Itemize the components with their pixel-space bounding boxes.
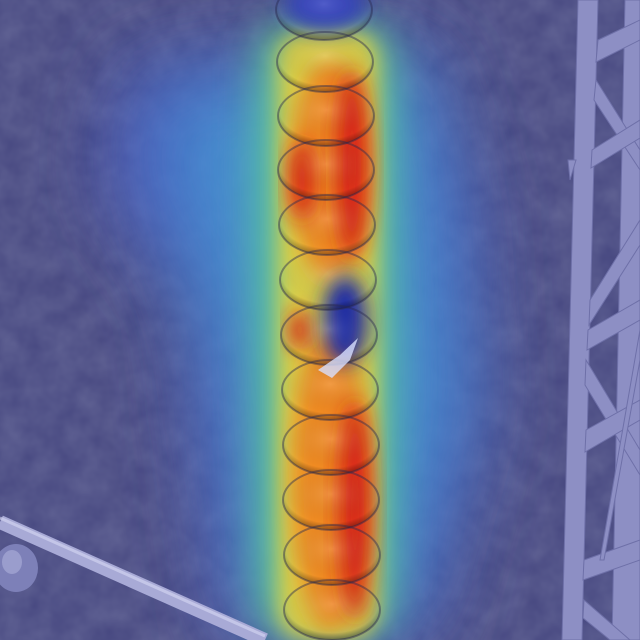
tower-brace [590,119,640,169]
glint [318,338,358,378]
insulator-disc [282,414,380,476]
cable-highlight [0,516,266,638]
cable-line [0,515,268,640]
tower-brace [588,219,640,327]
insulator-disc [279,249,377,311]
tower-brace [593,78,640,171]
tower-brace [586,299,640,351]
insulator-disc [283,579,381,640]
tower-brace [595,19,640,63]
insulator-disc [278,194,376,256]
tower-brace [582,539,640,581]
insulator-disc [276,31,374,93]
insulator-disc [277,85,375,147]
tower-brace [582,598,631,640]
cable-fitting-highlight [2,550,22,574]
insulator-disc [282,469,380,531]
tower-brace [567,159,577,181]
insulator-disc [280,304,378,366]
insulator-disc [277,139,375,201]
tower-leg [561,0,599,640]
tower-brace [599,329,640,561]
insulator-disc [283,524,381,586]
tower [561,0,640,640]
cable [0,515,268,640]
